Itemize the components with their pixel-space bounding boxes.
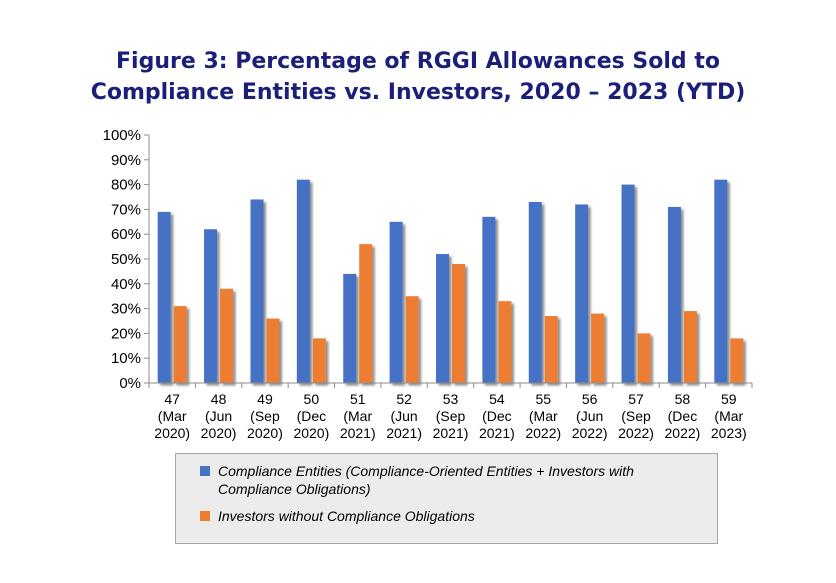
bar-compliance-6 <box>436 254 449 383</box>
legend-swatch-investors <box>200 511 210 521</box>
x-tick-label-1: 48 (Jun 2020) <box>201 391 237 441</box>
x-tick-label-2: 49 (Sep 2020) <box>247 391 283 441</box>
x-tick-label-9: 56 (Jun 2022) <box>572 391 608 441</box>
bar-compliance-12 <box>714 179 728 383</box>
chart-title-line-2: Compliance Entities vs. Investors, 2020 … <box>90 80 746 105</box>
bar-compliance-11 <box>667 206 681 383</box>
x-tick-label-10: 57 (Sep 2022) <box>618 391 654 441</box>
bar-investors-5 <box>405 296 419 383</box>
y-tick-label: 40% <box>111 276 141 293</box>
bar-compliance-10 <box>621 184 635 383</box>
y-tick-label: 30% <box>111 301 141 318</box>
bar-compliance-0 <box>157 211 171 383</box>
x-tick-label-12: 59 (Mar 2023) <box>711 391 747 441</box>
x-tick-label-3: 50 (Dec 2020) <box>293 391 329 441</box>
bar-investors-0 <box>173 306 187 383</box>
y-tick-label: 90% <box>111 152 141 169</box>
bar-compliance-5 <box>389 221 403 383</box>
y-tick-label: 10% <box>111 350 141 367</box>
bar-investors-3 <box>312 338 326 383</box>
bars <box>157 179 744 383</box>
legend-item-investors: Investors without Compliance Obligations <box>200 507 707 525</box>
bar-investors-6 <box>452 263 465 383</box>
bar-compliance-4 <box>343 273 357 383</box>
bar-compliance-8 <box>528 201 542 383</box>
bar-investors-7 <box>498 301 512 383</box>
y-tick-label: 20% <box>111 325 141 342</box>
legend-label-compliance: Compliance Entities (Compliance-Oriented… <box>218 463 634 497</box>
y-tick-label: 100% <box>103 127 141 144</box>
x-tick-label-0: 47 (Mar 2020) <box>154 391 190 441</box>
x-tick-label-7: 54 (Dec 2021) <box>479 391 515 441</box>
x-tick-label-5: 52 (Jun 2021) <box>386 391 422 441</box>
y-tick-label: 70% <box>111 201 141 218</box>
y-tick-label: 80% <box>111 177 141 194</box>
bar-investors-8 <box>544 316 558 383</box>
bar-investors-10 <box>637 333 651 383</box>
y-tick-label: 50% <box>111 251 141 268</box>
bar-chart: 0% 10% 20% 30% 40% 50% 60% 70% 80% 90% 100% 47 (Mar… <box>103 127 753 441</box>
chart-title: Figure 3: Percentage of RGGI Allowances … <box>0 46 836 108</box>
bar-investors-1 <box>220 288 234 383</box>
bar-compliance-9 <box>575 204 589 383</box>
legend-label-investors: Investors without Compliance Obligations <box>218 508 475 524</box>
x-tick-label-6: 53 (Sep 2021) <box>433 391 469 441</box>
bar-investors-12 <box>730 338 744 383</box>
y-tick-label: 0% <box>119 375 141 392</box>
x-tick-label-8: 55 (Mar 2022) <box>525 391 561 441</box>
bar-investors-2 <box>266 318 280 383</box>
bar-compliance-2 <box>250 199 264 383</box>
x-tick-label-11: 58 (Dec 2022) <box>665 391 701 441</box>
bar-investors-4 <box>359 244 373 383</box>
bar-compliance-7 <box>482 216 496 383</box>
bar-compliance-1 <box>204 229 218 383</box>
legend: Compliance Entities (Compliance-Oriented… <box>175 453 718 544</box>
bar-investors-9 <box>591 313 605 383</box>
x-axis: 47 (Mar 2020) 48 (Jun 2020) 49 (Sep 2020) 50 (Dec 2… <box>148 382 753 441</box>
y-axis: 0% 10% 20% 30% 40% 50% 60% 70% 80% 90% 100% <box>103 127 150 392</box>
legend-swatch-compliance <box>200 466 210 476</box>
x-tick-label-4: 51 (Mar 2021) <box>340 391 376 441</box>
bar-investors-11 <box>683 311 697 383</box>
y-tick-label: 60% <box>111 226 141 243</box>
bar-compliance-3 <box>296 179 310 383</box>
legend-item-compliance: Compliance Entities (Compliance-Oriented… <box>200 462 707 498</box>
chart-title-line-1: Figure 3: Percentage of RGGI Allowances … <box>116 49 720 74</box>
